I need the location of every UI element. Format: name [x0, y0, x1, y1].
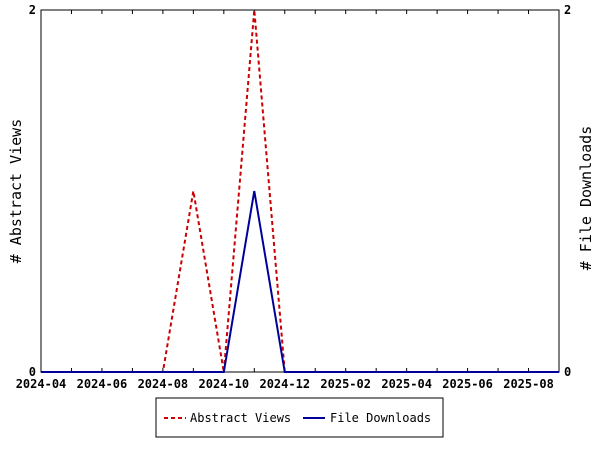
x-axis-tick-labels: 2024-04 2024-06 2024-08 2024-10 2024-12 2025-…: [16, 377, 554, 391]
x-tick-label: 2024-10: [199, 377, 250, 391]
y-left-axis-title: # Abstract Views: [7, 119, 25, 264]
legend-box: [155, 397, 444, 438]
plot-frame: [40, 9, 560, 373]
y-right-axis-title: # File Downloads: [577, 126, 595, 271]
y-left-tick-label-max: 2: [29, 3, 36, 17]
x-tick-label: 2024-06: [77, 377, 128, 391]
series-line-abstract-views: [41, 9, 559, 373]
series-line-file-downloads: [41, 190, 559, 373]
x-tick-label: 2024-08: [138, 377, 189, 391]
y-right-tick-label-max: 2: [564, 3, 571, 17]
series-layer: [41, 9, 559, 373]
y-right-tick-label-min: 0: [564, 365, 571, 379]
legend-label-abstract-views: Abstract Views: [190, 411, 291, 425]
x-tick-label: 2024-04: [16, 377, 67, 391]
y-left-tick-label-min: 0: [29, 365, 36, 379]
x-tick-label: 2025-08: [503, 377, 554, 391]
x-tick-label: 2025-06: [442, 377, 493, 391]
x-axis-ticks: [40, 10, 560, 372]
x-tick-label: 2024-12: [259, 377, 310, 391]
x-tick-label: 2025-04: [381, 377, 432, 391]
legend: Abstract Views File Downloads: [155, 397, 444, 438]
legend-label-file-downloads: File Downloads: [330, 411, 431, 425]
x-tick-label: 2025-02: [320, 377, 371, 391]
